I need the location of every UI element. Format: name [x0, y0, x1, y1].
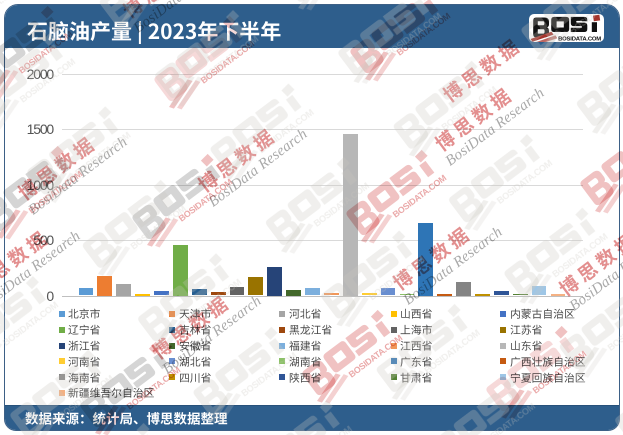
svg-text:BOSIDATA.COM: BOSIDATA.COM	[558, 37, 601, 42]
